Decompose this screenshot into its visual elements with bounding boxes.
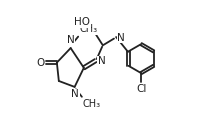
Text: N: N (71, 89, 79, 99)
Text: HO: HO (74, 17, 90, 27)
Text: N: N (67, 35, 75, 45)
Text: N: N (117, 33, 125, 43)
Text: CH₃: CH₃ (80, 24, 98, 34)
Text: N: N (98, 56, 106, 66)
Text: O: O (36, 58, 44, 68)
Text: Cl: Cl (136, 84, 146, 94)
Text: CH₃: CH₃ (83, 99, 101, 109)
